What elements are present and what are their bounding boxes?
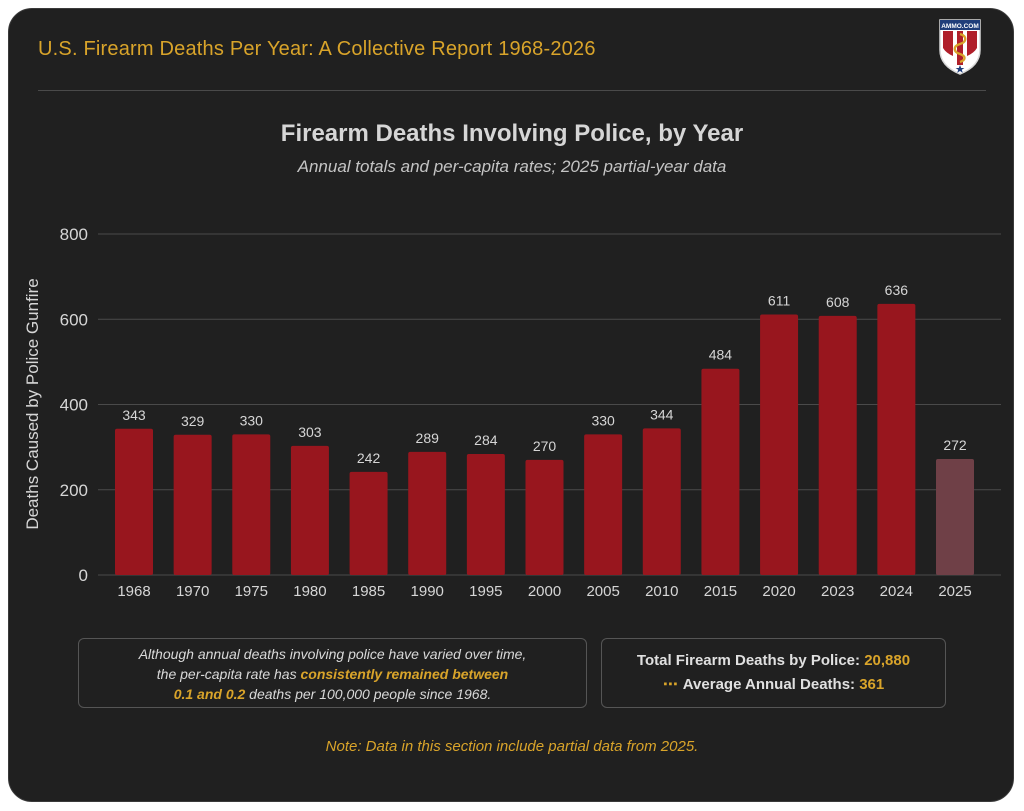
header-divider xyxy=(38,90,986,91)
note-highlight-2: 0.1 and 0.2 xyxy=(173,686,246,702)
bar-value-label: 272 xyxy=(943,437,967,453)
y-tick-label: 0 xyxy=(79,566,88,585)
bar xyxy=(760,314,799,575)
note-line-3: 0.1 and 0.2 deaths per 100,000 people si… xyxy=(79,684,586,704)
bar xyxy=(584,434,623,575)
y-tick-label: 400 xyxy=(60,396,88,415)
footer-note: Note: Data in this section include parti… xyxy=(325,738,699,755)
bar-value-label: 303 xyxy=(298,424,322,440)
x-tick-label: 1968 xyxy=(117,583,150,600)
y-tick-label: 200 xyxy=(60,481,88,500)
bar xyxy=(232,434,271,575)
note-line-1: Although annual deaths involving police … xyxy=(138,646,527,662)
bar-value-label: 343 xyxy=(122,407,146,423)
x-tick-label: 1990 xyxy=(411,583,444,600)
bar-value-label: 284 xyxy=(474,432,498,448)
average-deaths-line: ⋯ Average Annual Deaths: 361 xyxy=(602,673,945,697)
bar xyxy=(642,428,681,575)
bar xyxy=(701,368,740,575)
bar xyxy=(349,471,388,575)
stats-box: Total Firearm Deaths by Police: 20,880 ⋯… xyxy=(601,638,946,708)
note-line-2: the per-capita rate has consistently rem… xyxy=(79,664,586,684)
x-tick-label: 2000 xyxy=(528,583,561,600)
x-tick-label: 2025 xyxy=(938,583,971,600)
bar xyxy=(936,459,974,575)
total-deaths-label: Total Firearm Deaths by Police: xyxy=(636,652,865,669)
x-tick-label: 2023 xyxy=(821,583,854,600)
average-deaths-label: Average Annual Deaths: xyxy=(682,676,860,693)
x-tick-label: 2020 xyxy=(762,583,795,600)
bar-value-label: 611 xyxy=(768,293,791,309)
bar-value-label: 289 xyxy=(416,430,440,446)
average-deaths-value: 361 xyxy=(859,676,885,693)
chart-title: Firearm Deaths Involving Police, by Year xyxy=(280,120,744,147)
bar xyxy=(818,315,857,575)
bar-value-label: 270 xyxy=(533,438,557,454)
chart-subtitle: Annual totals and per-capita rates; 2025… xyxy=(297,157,727,176)
x-tick-label: 2005 xyxy=(586,583,619,600)
per-capita-note-box: Although annual deaths involving police … xyxy=(78,638,587,708)
x-tick-label: 1995 xyxy=(469,583,502,600)
total-deaths-line: Total Firearm Deaths by Police: 20,880 xyxy=(602,649,945,673)
bar xyxy=(877,303,916,575)
bar-value-label: 242 xyxy=(357,450,381,466)
note-line-3-text: deaths per 100,000 people since 1968. xyxy=(245,686,492,702)
bar xyxy=(290,445,329,575)
x-tick-label: 1970 xyxy=(176,583,209,600)
x-tick-label: 1985 xyxy=(352,583,385,600)
report-title: U.S. Firearm Deaths Per Year: A Collecti… xyxy=(38,38,596,60)
bar-value-label: 330 xyxy=(591,412,615,428)
bar-value-label: 636 xyxy=(885,282,909,298)
x-tick-label: 2010 xyxy=(645,583,678,600)
bar xyxy=(115,428,153,575)
bar xyxy=(173,434,212,575)
bar-value-label: 344 xyxy=(650,406,674,422)
bar xyxy=(466,453,505,575)
bar-value-label: 484 xyxy=(709,347,733,363)
x-tick-label: 2015 xyxy=(704,583,737,600)
bar xyxy=(525,459,564,575)
note-line-2-text: the per-capita rate has xyxy=(156,666,301,682)
note-highlight-1: consistently remained between xyxy=(300,666,509,682)
total-deaths-value: 20,880 xyxy=(864,652,911,669)
bar-value-label: 329 xyxy=(181,413,205,429)
bar-value-label: 608 xyxy=(826,294,850,310)
x-tick-label: 2024 xyxy=(880,583,913,600)
dotted-line-icon: ⋯ xyxy=(662,676,679,693)
y-tick-label: 600 xyxy=(60,310,88,329)
y-axis-label: Deaths Caused by Police Gunfire xyxy=(23,278,42,529)
logo-text: AMMO.COM xyxy=(941,23,979,30)
bar-value-label: 330 xyxy=(240,412,264,428)
ammo-logo: AMMO.COM xyxy=(939,19,981,75)
x-tick-label: 1980 xyxy=(293,583,326,600)
y-tick-label: 800 xyxy=(60,225,88,244)
x-tick-label: 1975 xyxy=(235,583,268,600)
bar xyxy=(408,451,447,575)
